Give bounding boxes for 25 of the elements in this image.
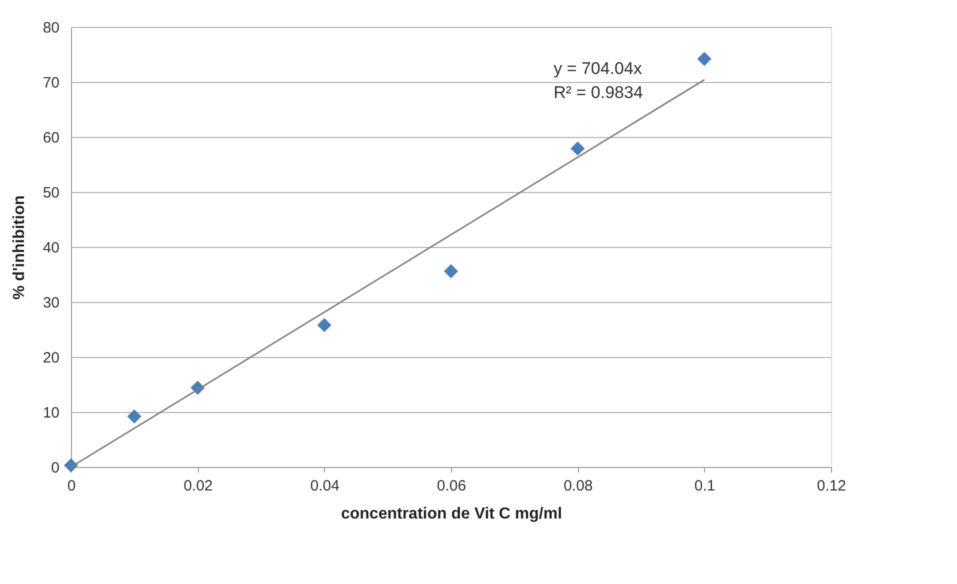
y-tick-label: 30 xyxy=(42,294,60,312)
y-tick-label: 20 xyxy=(42,350,60,366)
y-tick-label: 60 xyxy=(42,130,60,146)
y-tick-label: 50 xyxy=(42,184,60,202)
x-tick-label: 0.02 xyxy=(184,478,213,494)
y-tick-label: 70 xyxy=(42,74,60,92)
y-tick-label: 80 xyxy=(42,20,60,36)
y-tick-label: 10 xyxy=(42,404,60,422)
point xyxy=(444,264,458,278)
x-tick-label: 0.08 xyxy=(564,478,593,494)
y-tick-label: 0 xyxy=(51,460,60,476)
point xyxy=(570,141,585,156)
point xyxy=(317,318,332,332)
x-tick-label: 0.1 xyxy=(694,478,716,494)
point xyxy=(127,409,142,424)
point xyxy=(697,52,712,66)
x-tick-label: 0.12 xyxy=(816,478,846,494)
y-tick-label: 40 xyxy=(42,240,60,256)
x-tick-label: 0.04 xyxy=(310,478,340,494)
x-axis-title: concentration de Vit C mg/ml xyxy=(340,506,562,522)
x-tick-label: 0 xyxy=(67,478,76,494)
y-axis-title: % d'inhibition xyxy=(10,195,28,300)
annotation: y = 704.04x xyxy=(554,59,642,78)
x-tick-label: 0.06 xyxy=(436,478,466,494)
annotation: R² = 0.9834 xyxy=(554,83,643,102)
